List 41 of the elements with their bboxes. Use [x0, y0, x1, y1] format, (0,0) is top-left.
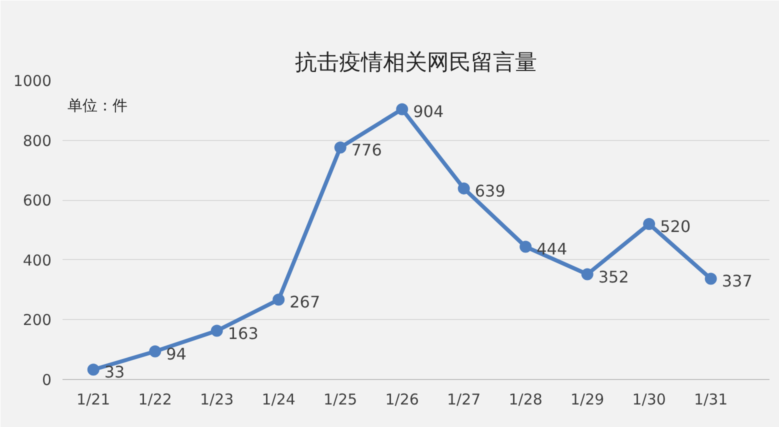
data-label: 94	[166, 344, 186, 364]
point	[581, 268, 594, 280]
y-tick-label: 600	[22, 192, 52, 210]
x-tick-label: 1/27	[447, 390, 481, 408]
x-tick-label: 1/22	[138, 390, 172, 408]
point	[272, 294, 285, 306]
point	[704, 272, 717, 285]
x-tick-label: 1/26	[385, 390, 419, 408]
chart-title: 抗击疫情相关网民留言量	[295, 50, 537, 76]
y-tick-label: 400	[22, 251, 52, 270]
point	[334, 141, 346, 154]
data-label: 352	[598, 267, 629, 286]
y-tick-label: 200	[22, 311, 52, 330]
point	[149, 345, 162, 358]
data-label: 520	[660, 217, 691, 236]
annotation: 单位：件	[68, 96, 128, 114]
point	[210, 324, 223, 337]
data-label: 267	[290, 292, 320, 312]
point	[396, 103, 408, 116]
data-label: 163	[228, 324, 258, 343]
data-label: 776	[351, 140, 382, 160]
data-label: 639	[474, 181, 506, 200]
point	[520, 240, 532, 253]
x-tick-label: 1/31	[694, 390, 728, 408]
x-tick-label: 1/28	[508, 390, 542, 408]
y-tick-label: 1000	[13, 72, 52, 90]
data-label: 33	[104, 362, 125, 382]
y-tick-label: 800	[22, 132, 52, 150]
point	[87, 364, 100, 376]
y-tick-label: 0	[42, 371, 52, 389]
point	[458, 182, 470, 194]
x-tick-label: 1/30	[632, 390, 666, 408]
x-tick-label: 1/29	[570, 390, 604, 408]
data-label: 337	[722, 272, 752, 291]
data-label: 904	[413, 102, 444, 122]
x-tick-label: 1/21	[76, 390, 110, 408]
data-label: 444	[536, 240, 568, 259]
x-tick-label: 1/24	[262, 390, 296, 408]
x-tick-label: 1/23	[200, 390, 234, 408]
x-tick-label: 1/25	[324, 390, 358, 408]
point	[643, 218, 656, 230]
